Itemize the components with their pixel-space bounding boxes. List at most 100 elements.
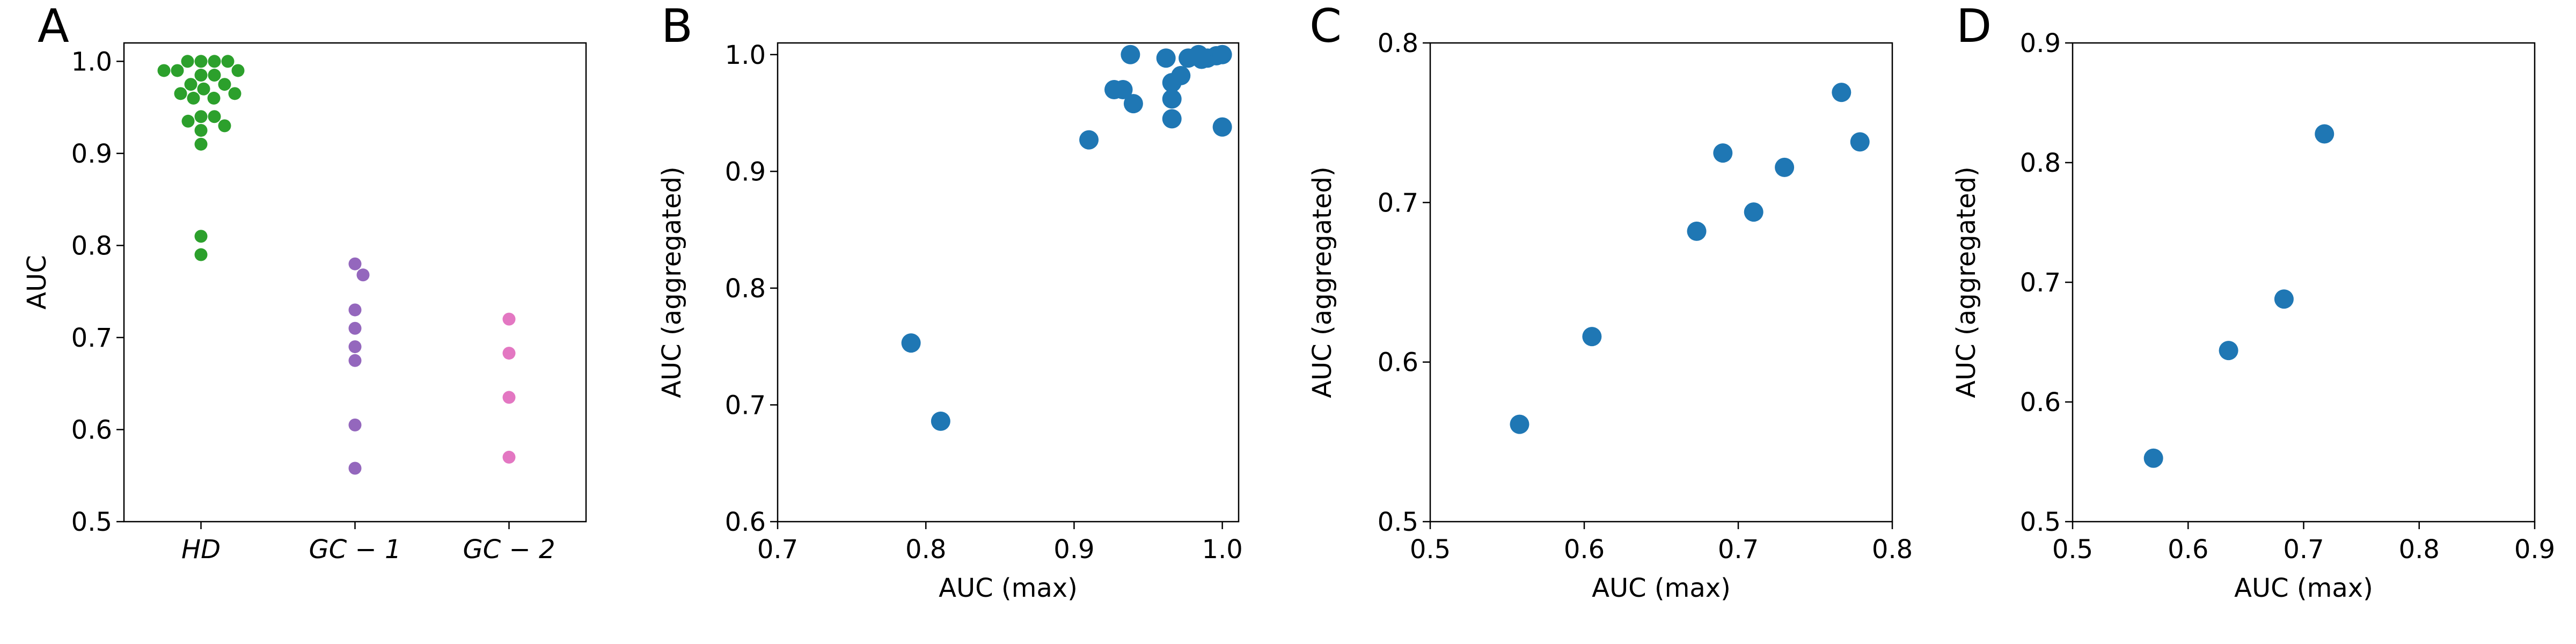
scatter-point bbox=[1171, 65, 1191, 85]
x-tick-label: 0.9 bbox=[1053, 535, 1094, 565]
x-tick-label: 0.9 bbox=[2514, 535, 2555, 565]
scatter-point bbox=[1113, 80, 1133, 100]
scatter-point bbox=[1744, 202, 1763, 222]
y-tick-label: 0.8 bbox=[1378, 28, 1418, 58]
swarm-point bbox=[348, 418, 362, 431]
swarm-point bbox=[171, 64, 184, 77]
scatter-point bbox=[1212, 117, 1232, 137]
swarm-point bbox=[348, 354, 362, 367]
swarm-point bbox=[184, 78, 197, 91]
y-tick-label: 0.7 bbox=[71, 323, 112, 353]
y-tick-label: 1.0 bbox=[71, 47, 112, 77]
swarm-point bbox=[208, 55, 221, 68]
swarm-point bbox=[194, 137, 208, 151]
scatter-point bbox=[1079, 130, 1099, 150]
x-tick-label: 0.6 bbox=[2168, 535, 2208, 565]
scatter-point bbox=[1162, 89, 1182, 109]
swarm-point bbox=[218, 78, 231, 91]
y-tick-label: 0.5 bbox=[1378, 507, 1418, 537]
scatter-point bbox=[1775, 157, 1795, 177]
axes-frame bbox=[123, 42, 587, 523]
swarm-point bbox=[181, 114, 195, 128]
scatter-point bbox=[2143, 448, 2163, 468]
x-tick-label: 1.0 bbox=[1202, 535, 1242, 565]
x-axis-label: AUC (max) bbox=[939, 573, 1078, 603]
swarm-point bbox=[194, 69, 208, 82]
y-tick-label: 0.5 bbox=[2020, 507, 2061, 537]
scatter-point bbox=[2219, 341, 2238, 361]
y-tick-label: 0.6 bbox=[725, 507, 766, 537]
swarm-point bbox=[356, 268, 370, 282]
x-tick-label: 0.7 bbox=[1718, 535, 1759, 565]
scatter-point bbox=[1121, 45, 1140, 64]
y-tick-label: 0.6 bbox=[71, 415, 112, 445]
y-axis-label: AUC (aggregated) bbox=[1951, 166, 1981, 398]
y-tick-label: 0.9 bbox=[71, 139, 112, 169]
scatter-point bbox=[1850, 132, 1870, 152]
scatter-point bbox=[1713, 143, 1733, 163]
y-tick-label: 0.9 bbox=[2020, 28, 2061, 58]
swarm-point bbox=[502, 450, 516, 464]
axes-frame bbox=[777, 42, 1240, 523]
swarm-point bbox=[194, 230, 208, 243]
scatter-point bbox=[1510, 414, 1529, 434]
y-tick-label: 0.7 bbox=[725, 390, 766, 420]
panel-label: B bbox=[661, 0, 693, 53]
scatter-point bbox=[1832, 83, 1851, 103]
scatter-point bbox=[1212, 45, 1232, 64]
swarm-point bbox=[194, 248, 208, 261]
axes-frame bbox=[1429, 42, 1893, 523]
x-tick-label: 0.8 bbox=[2399, 535, 2440, 565]
swarm-point bbox=[502, 312, 516, 326]
x-tick-label: HD bbox=[181, 535, 221, 565]
swarm-point bbox=[228, 87, 241, 100]
swarm-point bbox=[208, 110, 221, 123]
y-axis-label: AUC (aggregated) bbox=[1307, 166, 1337, 398]
scatter-point bbox=[931, 411, 950, 431]
swarm-point bbox=[207, 91, 221, 105]
y-tick-label: 0.6 bbox=[2020, 387, 2061, 418]
scatter-point bbox=[2315, 124, 2334, 144]
swarm-point bbox=[348, 303, 362, 317]
panel-label: A bbox=[38, 0, 69, 53]
scatter-point bbox=[1162, 109, 1182, 129]
axes-frame bbox=[2072, 42, 2536, 523]
swarm-point bbox=[187, 91, 200, 105]
scatter-point bbox=[901, 333, 921, 353]
x-tick-label: 0.8 bbox=[905, 535, 946, 565]
x-tick-label: 0.5 bbox=[2052, 535, 2093, 565]
swarm-point bbox=[194, 110, 208, 123]
y-tick-label: 0.8 bbox=[2020, 148, 2061, 178]
y-tick-label: 0.6 bbox=[1378, 348, 1418, 378]
swarm-point bbox=[194, 123, 208, 137]
y-axis-label: AUC bbox=[22, 255, 52, 309]
swarm-point bbox=[348, 257, 362, 270]
x-tick-label: 0.7 bbox=[2283, 535, 2324, 565]
scatter-point bbox=[2274, 289, 2294, 309]
swarm-point bbox=[502, 347, 516, 360]
x-tick-label: GC − 2 bbox=[463, 535, 555, 565]
x-tick-label: 0.6 bbox=[1564, 535, 1605, 565]
panel-label: D bbox=[1956, 0, 1992, 53]
x-tick-label: GC − 1 bbox=[309, 535, 401, 565]
scatter-point bbox=[1582, 327, 1602, 347]
swarm-point bbox=[157, 64, 171, 77]
swarm-point bbox=[221, 55, 235, 68]
swarm-point bbox=[348, 462, 362, 475]
swarm-point bbox=[218, 119, 231, 133]
y-tick-label: 0.5 bbox=[71, 507, 112, 537]
y-tick-label: 0.9 bbox=[725, 157, 766, 187]
swarm-point bbox=[181, 55, 194, 68]
x-axis-label: AUC (max) bbox=[1592, 573, 1731, 603]
swarm-point bbox=[194, 55, 208, 68]
x-axis-label: AUC (max) bbox=[2234, 573, 2373, 603]
y-axis-label: AUC (aggregated) bbox=[657, 166, 687, 398]
swarm-point bbox=[348, 340, 362, 354]
swarm-point bbox=[208, 69, 221, 82]
swarm-point bbox=[231, 64, 245, 77]
scatter-point bbox=[1687, 221, 1707, 241]
swarm-point bbox=[348, 321, 362, 335]
x-tick-label: 0.8 bbox=[1872, 535, 1913, 565]
y-tick-label: 0.8 bbox=[71, 231, 112, 261]
